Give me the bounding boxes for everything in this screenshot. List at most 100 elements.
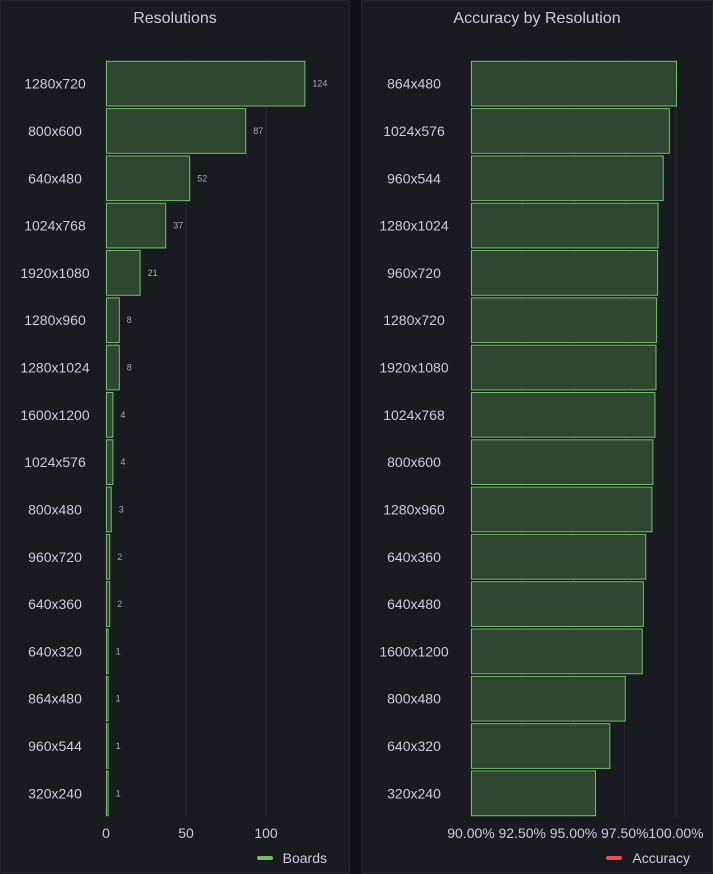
category-label: 800x600: [387, 454, 441, 470]
category-label: 320x240: [387, 785, 441, 801]
category-label: 960x720: [387, 265, 441, 281]
category-label: 960x720: [28, 549, 82, 565]
bar: [106, 723, 109, 769]
category-label: 640x320: [387, 738, 441, 754]
x-tick-label: 92.50%: [499, 825, 546, 841]
boards-legend-swatch: [256, 856, 273, 860]
bar-value-label: 87: [253, 126, 263, 136]
bar: [106, 675, 109, 722]
x-tick-label: 97.50%: [601, 825, 648, 841]
bar: [471, 202, 659, 249]
bar: [471, 628, 643, 675]
category-label: 864x480: [387, 76, 441, 92]
bar: [106, 202, 167, 249]
resolutions-panel: Resolutions 0 50 100 1280x720 124 800x600 87 64…: [0, 0, 350, 873]
x-tick-label: 90.00%: [447, 825, 494, 841]
category-label: 320x240: [28, 785, 82, 801]
bar: [471, 581, 644, 627]
category-label: 1024x576: [383, 123, 445, 139]
accuracy-title: Accuracy by Resolution: [453, 10, 621, 27]
bar: [471, 439, 654, 486]
bar: [106, 155, 191, 202]
boards-legend-label: Boards: [282, 850, 327, 866]
category-label: 1280x720: [24, 76, 86, 92]
bar-value-label: 1: [116, 788, 121, 798]
category-label: 1024x576: [24, 454, 86, 470]
bar: [106, 770, 109, 817]
bar: [471, 675, 626, 722]
bar-value-label: 1: [116, 694, 121, 704]
bar: [106, 581, 111, 627]
bar-value-label: 4: [120, 410, 125, 420]
category-label: 1600x1200: [379, 643, 449, 659]
bar: [106, 60, 306, 107]
x-tick-label: 0: [102, 825, 110, 841]
category-label: 640x360: [28, 596, 82, 612]
category-label: 1280x1024: [20, 360, 90, 376]
category-label: 800x480: [28, 501, 82, 517]
resolutions-legend[interactable]: Boards: [256, 850, 327, 866]
bar-value-label: 37: [173, 221, 183, 231]
category-label: 1024x768: [24, 218, 86, 234]
category-label: 960x544: [28, 738, 82, 754]
category-label: 800x600: [28, 123, 82, 139]
bar: [106, 108, 247, 154]
accuracy-panel: Accuracy by Resolution 90.00% 92.50% 95.00…: [361, 0, 713, 873]
category-label: 1280x960: [24, 312, 86, 328]
category-label: 1024x768: [383, 407, 445, 423]
x-tick-label: 100: [254, 825, 278, 841]
bar: [106, 439, 114, 486]
category-label: 1920x1080: [20, 265, 90, 281]
bar: [471, 344, 657, 391]
bar: [471, 297, 658, 344]
x-tick-label: 95.00%: [550, 825, 597, 841]
bar: [106, 344, 120, 391]
bar: [471, 391, 656, 438]
bar: [106, 297, 120, 344]
bar: [471, 108, 670, 154]
bar: [471, 486, 653, 533]
bar-value-label: 2: [117, 599, 122, 609]
bar: [471, 723, 611, 769]
x-tick-label: 100.00%: [648, 825, 703, 841]
bar-value-label: 3: [119, 504, 124, 514]
x-tick-label: 50: [178, 825, 194, 841]
bar: [106, 486, 112, 533]
category-label: 640x320: [28, 643, 82, 659]
category-label: 1280x1024: [379, 218, 449, 234]
bar: [471, 155, 664, 202]
bar: [106, 250, 141, 296]
category-label: 1280x960: [383, 501, 445, 517]
accuracy-legend[interactable]: Accuracy: [606, 850, 690, 866]
bar-value-label: 21: [148, 268, 158, 278]
bar: [471, 533, 647, 580]
bar-value-label: 4: [120, 457, 125, 467]
bar-value-label: 124: [312, 79, 327, 89]
bar-value-label: 8: [127, 363, 132, 373]
bar: [106, 628, 109, 675]
accuracy-legend-label: Accuracy: [632, 850, 690, 866]
category-label: 640x480: [387, 596, 441, 612]
accuracy-chart: 90.00% 92.50% 95.00% 97.50% 100.00% 864x480 10…: [379, 60, 704, 841]
bar: [106, 533, 111, 580]
bar: [106, 391, 114, 438]
category-label: 800x480: [387, 691, 441, 707]
bar: [471, 250, 659, 296]
category-label: 1280x720: [383, 312, 445, 328]
resolutions-title: Resolutions: [133, 10, 217, 27]
bar-value-label: 1: [116, 741, 121, 751]
category-label: 1920x1080: [379, 360, 449, 376]
category-label: 1600x1200: [20, 407, 90, 423]
bar-value-label: 1: [116, 646, 121, 656]
category-label: 864x480: [28, 691, 82, 707]
bar-value-label: 2: [117, 552, 122, 562]
category-label: 640x360: [387, 549, 441, 565]
bar: [471, 770, 597, 817]
category-label: 960x544: [387, 170, 441, 186]
bar: [471, 60, 677, 107]
bar-value-label: 52: [197, 173, 207, 183]
accuracy-legend-swatch: [606, 856, 623, 860]
category-label: 640x480: [28, 170, 82, 186]
bar-value-label: 8: [127, 315, 132, 325]
